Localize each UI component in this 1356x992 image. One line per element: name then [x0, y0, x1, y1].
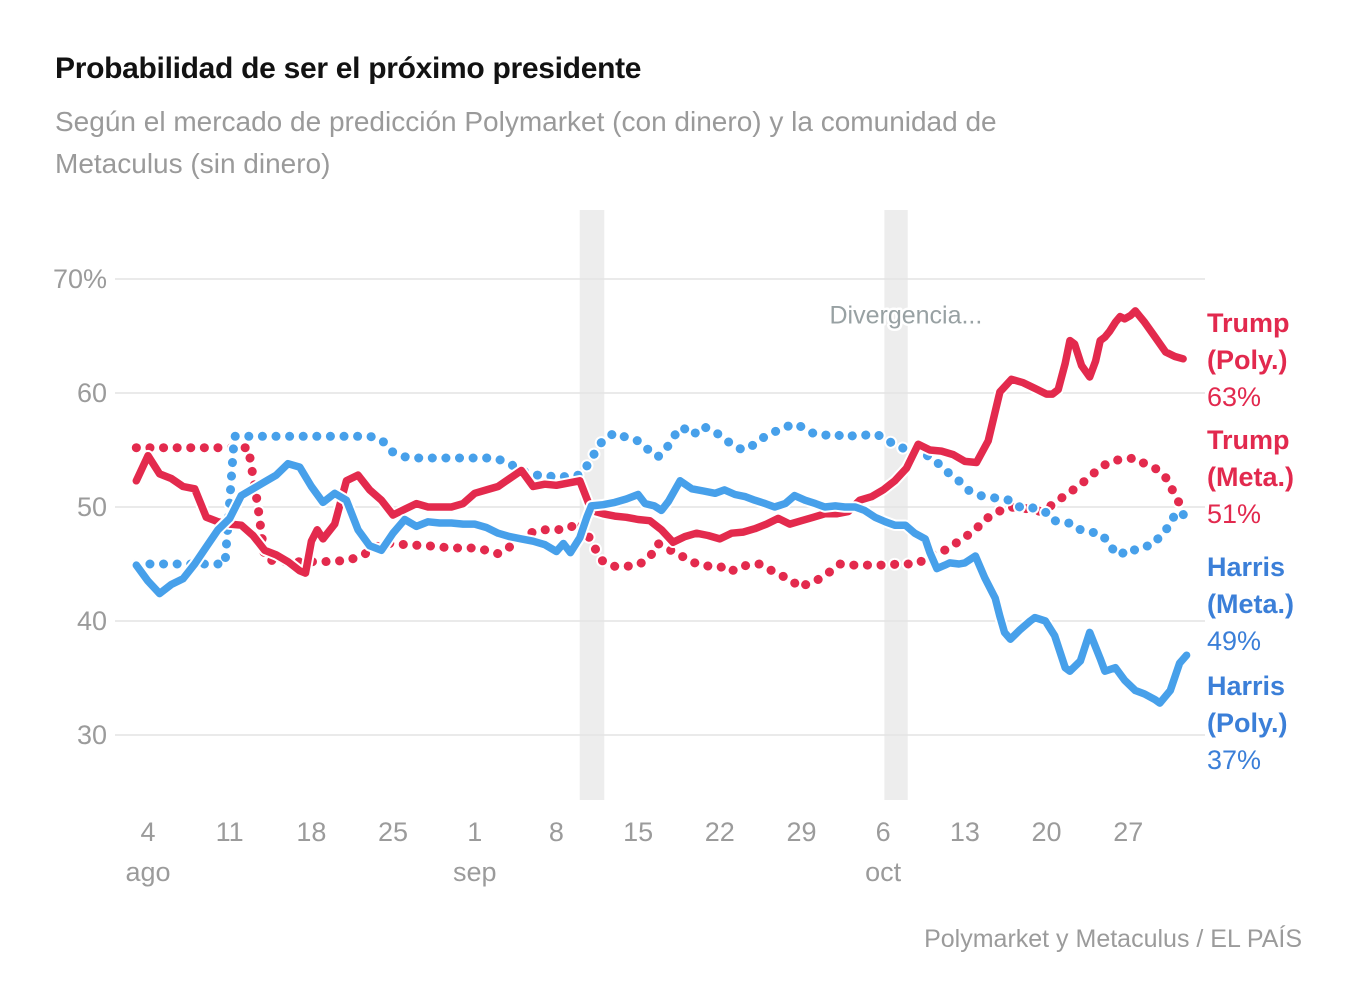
series-line-trump-poly	[132, 307, 1187, 577]
x-axis-label-29: 29	[786, 817, 816, 847]
legend-series-name: Harris	[1207, 552, 1286, 582]
legend-series-name: Trump	[1207, 425, 1290, 455]
highlight-band-2	[884, 210, 908, 800]
x-axis-month-ago: ago	[125, 857, 170, 887]
x-axis-label-18: 18	[296, 817, 326, 847]
legend-entry-trump-poly: Trump (Poly.) 63%	[1207, 305, 1356, 416]
x-axis-label-1: 1	[467, 817, 482, 847]
legend-series-qualifier: (Poly.)	[1207, 345, 1288, 375]
chart-header: Probabilidad de ser el próximo president…	[55, 52, 1235, 185]
series-line-harris-poly	[132, 459, 1191, 707]
x-axis-label-11: 11	[216, 817, 244, 847]
legend-series-value: 63%	[1207, 382, 1262, 412]
legend-entry-trump-meta: Trump (Meta.) 51%	[1207, 422, 1356, 533]
x-axis-label-8: 8	[549, 817, 564, 847]
x-axis-label-6: 6	[876, 817, 891, 847]
x-axis-month-sep: sep	[453, 857, 497, 887]
x-axis-label-20: 20	[1032, 817, 1062, 847]
legend-series-qualifier: (Meta.)	[1207, 589, 1294, 619]
series-casing-harris-poly	[130, 457, 1193, 709]
legend-series-value: 51%	[1207, 499, 1262, 529]
subtitle-line-1: Según el mercado de predicción Polymarke…	[55, 105, 997, 137]
x-axis-label-15: 15	[623, 817, 653, 847]
legend-series-name: Trump	[1207, 308, 1290, 338]
chart-subtitle: Según el mercado de predicción Polymarke…	[55, 101, 1235, 185]
legend-series-value: 37%	[1207, 745, 1262, 775]
y-axis-label-50: 50	[77, 492, 107, 522]
page-title: Probabilidad de ser el próximo president…	[55, 52, 642, 85]
y-axis-label-70: 70%	[53, 264, 107, 294]
y-axis-label-60: 60	[77, 378, 107, 408]
source-credit: Polymarket y Metaculus / EL PAÍS	[924, 925, 1302, 953]
subtitle-line-2: Metaculus (sin dinero)	[55, 147, 331, 179]
legend-series-qualifier: (Poly.)	[1207, 708, 1288, 738]
x-axis-label-27: 27	[1113, 817, 1143, 847]
x-axis-label-22: 22	[705, 817, 735, 847]
series-line-harris-meta	[131, 419, 1192, 569]
x-axis-month-oct: oct	[865, 857, 902, 887]
series-casing-trump-poly	[130, 305, 1189, 579]
y-axis-label-40: 40	[77, 606, 107, 636]
x-axis-label-13: 13	[950, 817, 980, 847]
legend-series-qualifier: (Meta.)	[1207, 462, 1294, 492]
y-axis-label-30: 30	[77, 720, 107, 750]
legend-series-name: Harris	[1207, 671, 1286, 701]
x-axis-label-25: 25	[378, 817, 408, 847]
legend-series-value: 49%	[1207, 626, 1262, 656]
legend-entry-harris-meta: Harris (Meta.) 49%	[1207, 549, 1356, 660]
legend-entry-harris-poly: Harris (Poly.) 37%	[1207, 668, 1356, 779]
x-axis-label-4: 4	[140, 817, 155, 847]
annotation-divergencia: Divergencia...	[829, 301, 982, 329]
